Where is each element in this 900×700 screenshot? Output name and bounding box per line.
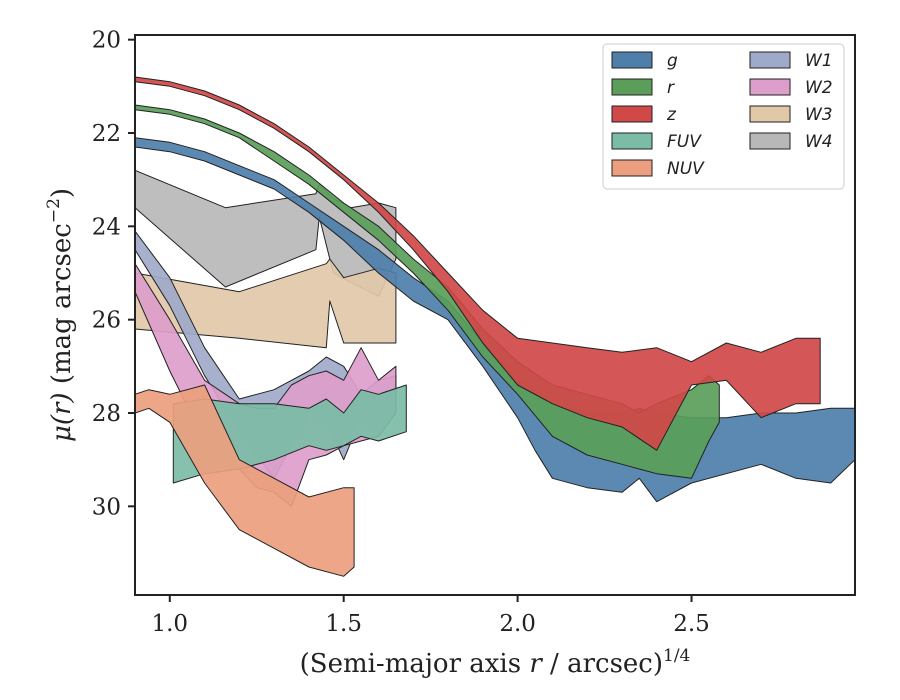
legend-swatch-w4 [749,132,791,150]
y-tick-label: 22 [92,121,121,147]
legend-label-w3: W3 [805,105,833,125]
series-band-z [135,76,821,451]
legend-label-z: z [666,105,677,125]
series-layer [135,76,855,577]
plot-frame [134,34,856,596]
series-band-nuv [135,384,355,577]
legend: grz FUV NUV W1 W2 W3 W4 [602,43,845,190]
y-axis-title: μ(r) (mag arcsec−2) [44,188,77,442]
legend-swatch-r [611,78,653,96]
y-axis-ticks: 20 22 24 26 28 30 [92,28,135,520]
x-tick-label: 1.0 [151,611,188,637]
legend-swatch-fuv [611,132,653,150]
y-tick-label: 28 [92,401,121,427]
x-tick-label: 2.5 [673,611,710,637]
legend-swatch-w3 [749,105,791,123]
y-tick-label: 30 [92,494,121,520]
legend-swatch-nuv [611,159,653,177]
legend-label-nuv: NUV [667,159,705,179]
x-tick-label: 1.5 [325,611,362,637]
x-tick-label: 2.0 [499,611,536,637]
x-axis-title: (Semi-major axis r / arcsec)1/4 [300,646,691,679]
x-axis-ticks: 1.0 1.5 2.0 2.5 [151,595,710,637]
y-tick-label: 26 [92,308,121,334]
legend-label-w4: W4 [805,132,833,152]
y-tick-label: 20 [92,28,121,54]
y-tick-label: 24 [92,214,121,240]
legend-swatch-w2 [749,78,791,96]
legend-label-w1: W1 [805,51,833,71]
series-band-w3 [135,258,397,349]
legend-label-g: g [667,51,678,71]
legend-swatch-g [611,51,653,69]
legend-label-fuv: FUV [667,132,702,152]
legend-swatch-w1 [749,51,791,69]
legend-swatch-z [611,105,653,123]
series-band-g [135,137,855,503]
legend-label-r: r [667,78,675,98]
legend-label-w2: W2 [805,78,833,98]
